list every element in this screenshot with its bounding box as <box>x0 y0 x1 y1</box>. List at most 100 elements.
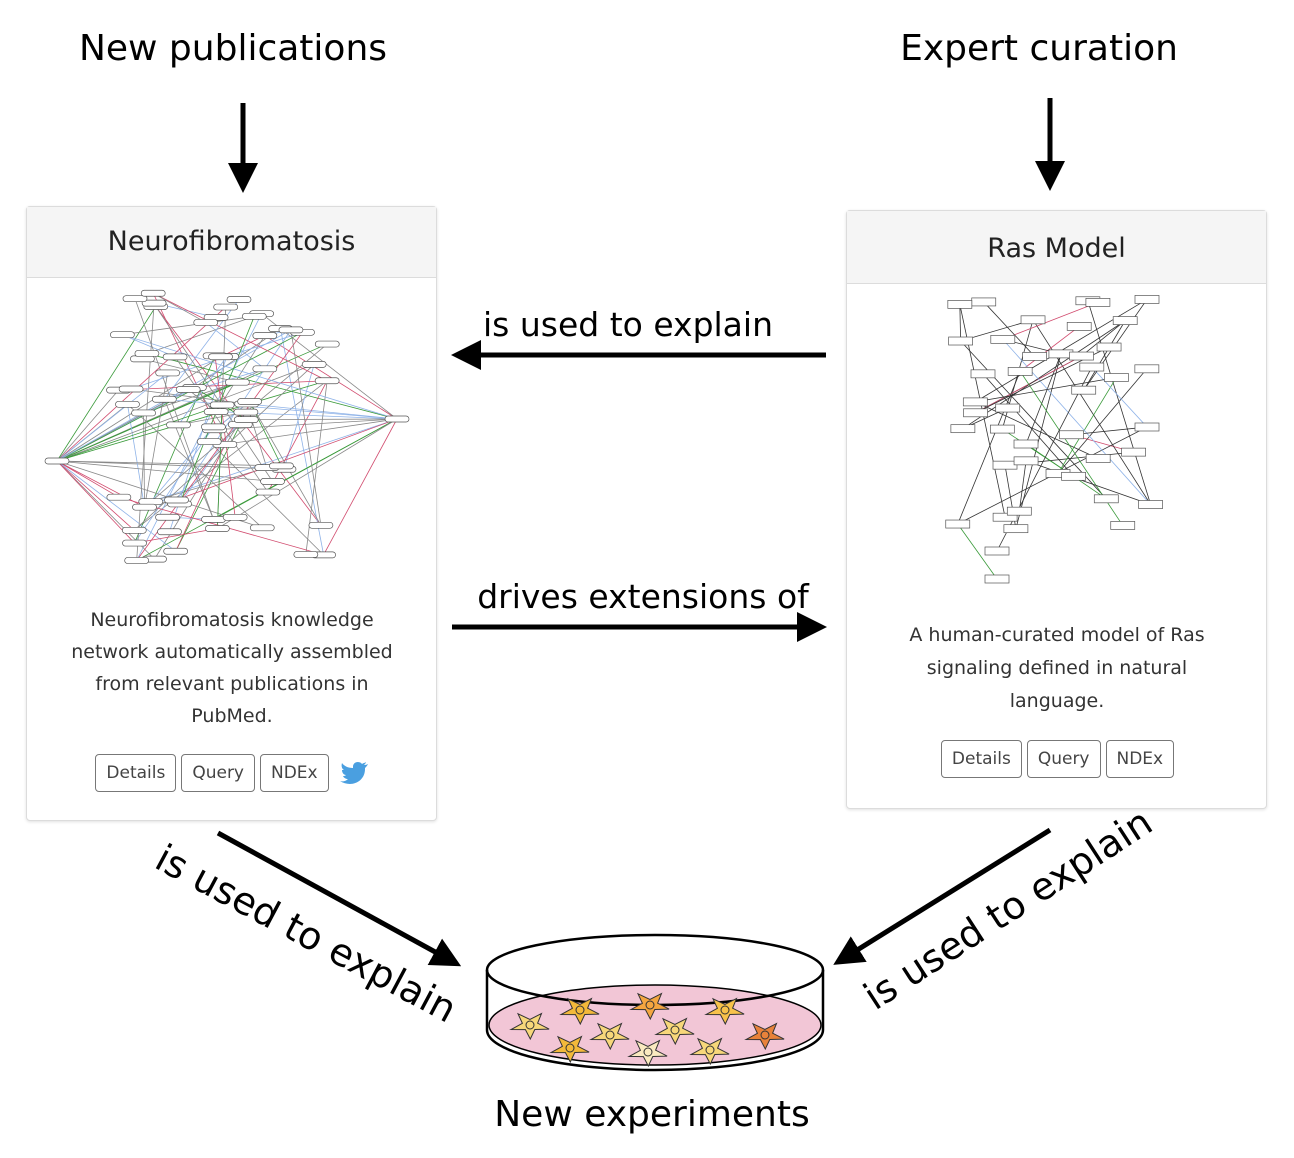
details-button[interactable]: Details <box>95 754 177 792</box>
network-edge <box>264 335 398 420</box>
network-edge <box>56 460 135 531</box>
cell-nucleus <box>525 1020 535 1030</box>
network-edge <box>134 426 214 544</box>
cell-nucleus <box>605 1030 615 1040</box>
network-node <box>990 334 1016 344</box>
network-edge <box>150 418 398 503</box>
cell <box>654 1017 695 1046</box>
network-node <box>44 457 70 465</box>
details-button[interactable]: Details <box>940 740 1022 778</box>
petri-dish <box>485 933 825 1072</box>
network-edge <box>155 306 322 526</box>
network-edge <box>1019 326 1080 372</box>
cell-nucleus <box>720 1005 730 1015</box>
card-description: Neurofibromatosis knowledge network auto… <box>71 609 393 727</box>
network-node <box>992 512 1018 522</box>
network-node <box>1071 385 1097 395</box>
network-node <box>140 289 166 297</box>
network-edge <box>176 329 292 501</box>
arrow <box>216 830 462 967</box>
network-edge <box>164 368 265 400</box>
network-node <box>209 401 235 409</box>
ndex-button[interactable]: NDEx <box>1105 740 1175 778</box>
network-node <box>196 438 222 445</box>
ndex-button[interactable]: NDEx <box>260 754 329 792</box>
query-button[interactable]: Query <box>1026 740 1101 778</box>
network-node <box>132 503 157 511</box>
network-edge <box>176 418 398 501</box>
network-edge <box>122 334 176 358</box>
network-edge <box>975 377 1117 403</box>
network-node <box>155 369 181 377</box>
network-node <box>249 524 275 532</box>
card-title: Neurofibromatosis <box>27 207 436 278</box>
network-edge <box>1091 366 1148 428</box>
network-node <box>122 539 147 547</box>
network-node <box>301 361 327 368</box>
network-edge <box>1002 339 1151 505</box>
network-node <box>1093 494 1119 504</box>
network-node <box>252 365 278 373</box>
network-node <box>138 498 164 506</box>
button-row: Details Query NDEx <box>27 754 438 792</box>
network-node <box>963 408 988 418</box>
network-edge <box>1071 426 1148 436</box>
network-node <box>971 297 997 307</box>
network-node <box>1013 456 1039 466</box>
network-edge <box>56 460 120 498</box>
network-node <box>1006 506 1032 516</box>
network-edge <box>122 334 398 420</box>
network-edge <box>1018 460 1027 512</box>
network-node <box>134 350 160 357</box>
cell <box>589 1022 630 1051</box>
network-edge <box>290 329 322 526</box>
network-edge <box>153 292 206 323</box>
network-node <box>260 478 285 485</box>
network-node <box>124 557 150 564</box>
network-node <box>201 423 226 431</box>
network-edge <box>155 306 273 482</box>
target-label: New experiments <box>494 1094 810 1135</box>
network-node <box>1020 315 1046 325</box>
network-node <box>1085 454 1111 463</box>
network-node <box>225 378 250 386</box>
source-label: New publications <box>78 28 388 69</box>
network-node <box>992 460 1018 470</box>
network-node <box>166 421 191 429</box>
network-node <box>106 493 132 501</box>
network-node <box>1134 295 1160 304</box>
network-node <box>151 395 177 403</box>
network-node <box>1110 521 1136 530</box>
network-edge <box>56 460 273 482</box>
network-node <box>1003 524 1029 534</box>
network-edge <box>957 523 998 580</box>
network-node <box>1134 422 1160 432</box>
network-node <box>201 516 226 523</box>
network-node <box>141 299 167 307</box>
network-edge <box>962 320 1126 429</box>
network-node <box>314 340 340 348</box>
network-node <box>995 403 1021 413</box>
network-node <box>384 415 410 423</box>
network-edge <box>56 460 284 470</box>
cell <box>629 992 670 1021</box>
network-edge <box>56 331 303 462</box>
card-title: Ras Model <box>847 211 1266 284</box>
cell <box>509 1012 550 1041</box>
arrow <box>833 827 1052 965</box>
network-node <box>175 386 201 393</box>
cell-nucleus <box>643 1047 653 1057</box>
network-node <box>237 398 263 405</box>
network-edge <box>56 306 157 462</box>
network-node <box>203 408 229 415</box>
network-edge <box>136 303 155 561</box>
query-button[interactable]: Query <box>181 754 255 792</box>
network-edge <box>224 418 398 445</box>
network-edge <box>56 404 223 462</box>
network-node <box>115 400 140 408</box>
network-node <box>233 408 259 416</box>
twitter-icon[interactable] <box>339 760 370 786</box>
cell-nucleus <box>565 1043 575 1053</box>
